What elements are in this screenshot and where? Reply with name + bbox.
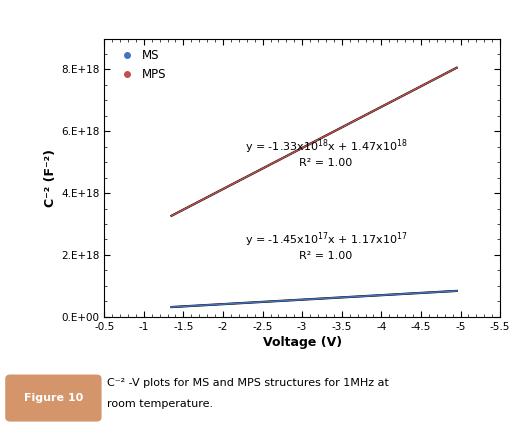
Y-axis label: C⁻² (F⁻²): C⁻² (F⁻²) bbox=[44, 149, 57, 207]
Text: y = -1.45x10$^{17}$x + 1.17x10$^{17}$
R² = 1.00: y = -1.45x10$^{17}$x + 1.17x10$^{17}$ R²… bbox=[245, 231, 407, 261]
Text: room temperature.: room temperature. bbox=[107, 399, 213, 410]
Text: Figure 10: Figure 10 bbox=[24, 393, 83, 403]
Text: C⁻² -V plots for MS and MPS structures for 1MHz at: C⁻² -V plots for MS and MPS structures f… bbox=[107, 378, 389, 388]
Text: y = -1.33x10$^{18}$x + 1.47x10$^{18}$
R² = 1.00: y = -1.33x10$^{18}$x + 1.47x10$^{18}$ R²… bbox=[244, 138, 407, 168]
Legend: MS, MPS: MS, MPS bbox=[110, 45, 171, 86]
X-axis label: Voltage (V): Voltage (V) bbox=[263, 336, 342, 349]
